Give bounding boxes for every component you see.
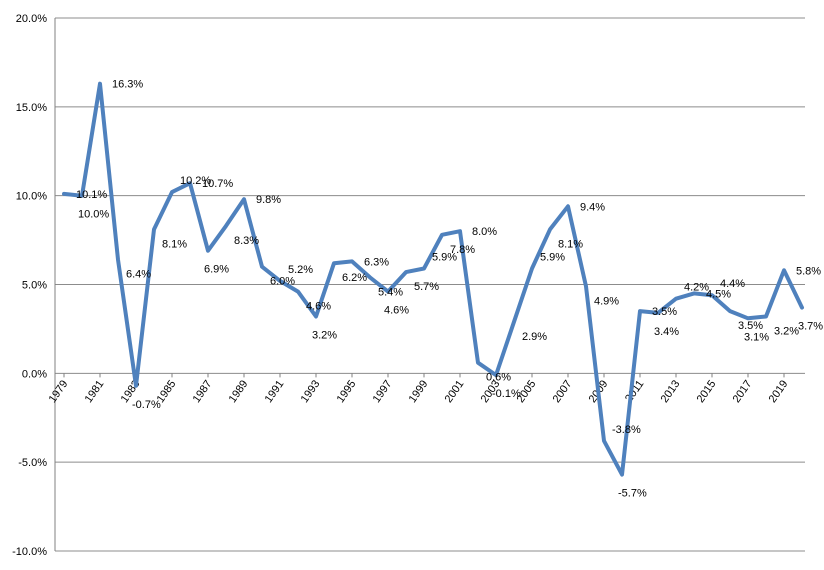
data-label: 10.7% [202, 178, 233, 190]
x-tick-label: 2019 [767, 378, 791, 405]
x-tick-label: 1997 [371, 378, 395, 405]
data-label: -5.7% [618, 488, 647, 500]
data-label: 6.4% [126, 269, 151, 281]
data-label: 5.8% [796, 265, 821, 277]
y-tick-label: 10.0% [16, 191, 47, 203]
data-label: 4.4% [720, 278, 745, 290]
data-label: 2.9% [522, 331, 547, 343]
data-label: 3.2% [312, 329, 337, 341]
data-label: 6.2% [342, 272, 367, 284]
data-label: 7.8% [450, 244, 475, 256]
data-label: 9.4% [580, 201, 605, 213]
y-tick-label: 20.0% [16, 13, 47, 25]
data-label: 3.5% [652, 306, 677, 318]
y-tick-label: -5.0% [18, 457, 47, 469]
data-label: 4.9% [594, 295, 619, 307]
y-tick-label: 5.0% [22, 280, 47, 292]
data-label: 10.1% [76, 189, 107, 201]
data-label: 4.2% [684, 282, 709, 294]
y-tick-label: 15.0% [16, 102, 47, 114]
data-label: 4.6% [306, 301, 331, 313]
x-tick-label: 1995 [335, 378, 359, 405]
data-label: 6.0% [270, 276, 295, 288]
data-label: 8.1% [162, 238, 187, 250]
data-label: 8.0% [472, 226, 497, 238]
x-tick-label: 1987 [191, 378, 215, 405]
y-tick-labels: -10.0% -5.0% 0.0% 5.0% 10.0% 15.0% 20.0% [12, 13, 47, 558]
data-label: 4.5% [706, 288, 731, 300]
data-label: 6.3% [364, 256, 389, 268]
data-label: 10.0% [78, 209, 109, 221]
x-tick-label: 2013 [659, 378, 683, 405]
x-tick-label: 1989 [227, 378, 251, 405]
x-tick-label: 1993 [299, 378, 323, 405]
x-tick-label: 2001 [443, 378, 467, 405]
data-label: 16.3% [112, 79, 143, 91]
x-tick-label: 1981 [83, 378, 107, 405]
data-label: -0.7% [132, 399, 161, 411]
data-label: 3.7% [798, 321, 823, 333]
y-tick-label: 0.0% [22, 368, 47, 380]
data-label: 10.2% [180, 175, 211, 187]
data-label: 9.8% [256, 194, 281, 206]
data-label: 0.6% [486, 372, 511, 384]
series-line [62, 81, 804, 477]
data-label: 8.3% [234, 235, 259, 247]
data-label: 3.2% [774, 325, 799, 337]
x-tick-label: 2011 [623, 378, 646, 404]
data-label: 8.1% [558, 238, 583, 250]
data-label: 3.4% [654, 326, 679, 338]
data-labels: 10.1% 10.0% 16.3% 6.4% -0.7% 8.1% 10.2%10.7% 6.… [76, 79, 823, 500]
data-label: 5.9% [432, 252, 457, 264]
data-label: 5.2% [288, 264, 313, 276]
data-label: 6.9% [204, 264, 229, 276]
x-tick-label: 1979 [47, 378, 71, 405]
x-tick-label: 1999 [407, 378, 431, 405]
data-label: -3.8% [612, 424, 641, 436]
data-label: -0.1% [492, 388, 521, 400]
data-label: 3.5% [738, 320, 763, 332]
x-tick-label: 2007 [551, 378, 575, 405]
gridlines [55, 17, 805, 552]
data-label: 3.1% [744, 331, 769, 343]
data-label: 5.7% [414, 281, 439, 293]
x-tick-label: 2017 [731, 378, 755, 405]
data-label: 5.4% [378, 286, 403, 298]
x-tick-label: 2015 [695, 378, 719, 405]
y-tick-label: -10.0% [12, 546, 47, 558]
data-label: 4.6% [384, 305, 409, 317]
x-tick-label: 1991 [263, 378, 287, 405]
data-label: 5.9% [540, 252, 565, 264]
